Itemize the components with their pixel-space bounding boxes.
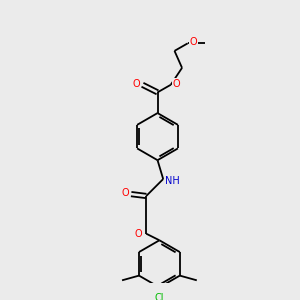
Text: O: O	[172, 79, 180, 89]
Text: Cl: Cl	[155, 293, 164, 300]
Text: O: O	[190, 38, 197, 47]
Text: O: O	[122, 188, 129, 198]
Text: O: O	[135, 229, 142, 239]
Text: NH: NH	[165, 176, 180, 186]
Text: O: O	[133, 79, 141, 89]
